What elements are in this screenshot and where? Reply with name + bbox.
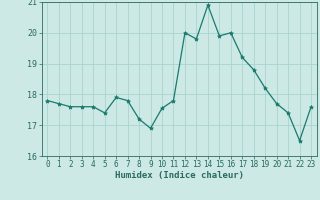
X-axis label: Humidex (Indice chaleur): Humidex (Indice chaleur) bbox=[115, 171, 244, 180]
